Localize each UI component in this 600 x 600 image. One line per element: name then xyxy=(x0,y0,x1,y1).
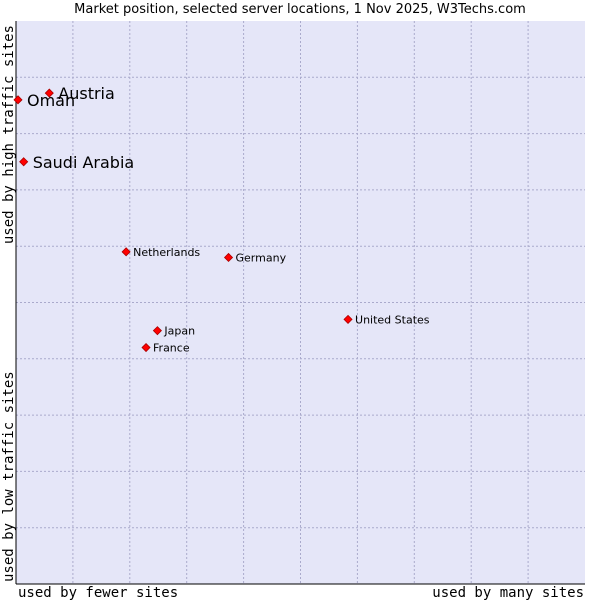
y-axis-label-top: used by high traffic sites xyxy=(1,25,17,244)
y-axis-label-bottom: used by low traffic sites xyxy=(1,371,17,582)
point-marker-germany xyxy=(223,252,234,263)
chart-title: Market position, selected server locatio… xyxy=(74,2,526,17)
grid-lines xyxy=(16,21,585,584)
point-marker-oman xyxy=(13,95,23,105)
point-label-france: France xyxy=(153,342,190,355)
point-label-netherlands: Netherlands xyxy=(133,246,200,259)
x-axis-label-left: used by fewer sites xyxy=(18,585,178,600)
point-marker-austria xyxy=(44,88,54,98)
point-label-japan: Japan xyxy=(163,325,195,338)
point-label-germany: Germany xyxy=(236,251,287,264)
point-marker-united-states xyxy=(343,314,353,324)
point-label-saudi-arabia: Saudi Arabia xyxy=(33,153,135,172)
x-axis-label-right: used by many sites xyxy=(432,585,584,600)
point-label-oman: Oman xyxy=(27,91,75,110)
point-marker-japan xyxy=(152,326,162,336)
point-marker-france xyxy=(141,342,151,353)
point-marker-netherlands xyxy=(121,247,131,257)
point-label-austria: Austria xyxy=(58,84,115,103)
point-marker-saudi-arabia xyxy=(19,157,29,167)
point-label-united-states: United States xyxy=(355,313,430,326)
